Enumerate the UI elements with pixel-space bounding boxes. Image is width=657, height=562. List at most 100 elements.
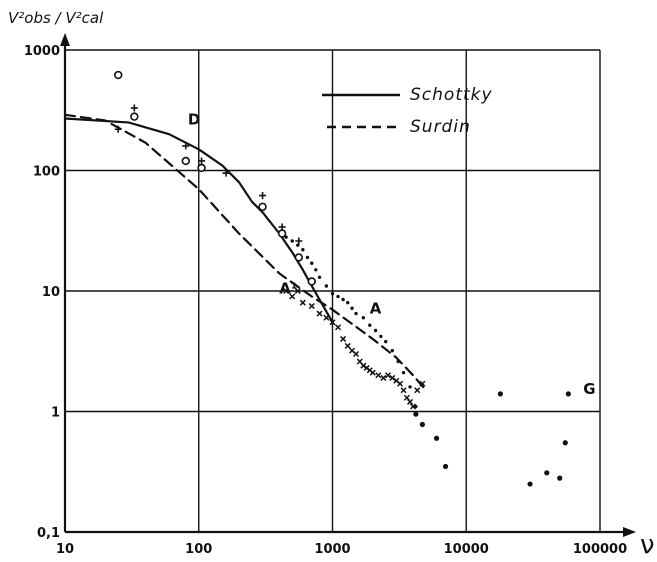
point-small-dot (396, 359, 400, 364)
point-dot (544, 470, 550, 476)
point-small-dot (350, 306, 354, 310)
annotation-label: A (370, 300, 382, 318)
y-tick-label: 100 (33, 165, 60, 180)
point-cross (419, 380, 426, 387)
point-small-dot (301, 248, 305, 252)
point-cross (283, 287, 290, 295)
x-tick-label: 1000 (314, 542, 350, 557)
point-cross (360, 362, 367, 369)
point-plus (130, 104, 138, 112)
point-small-dot (373, 328, 378, 333)
x-tick-label: 100000 (573, 542, 627, 557)
point-small-dot (341, 297, 345, 302)
y-tick-labels: 1000 100 10 1 0,1 (24, 44, 60, 541)
point-cross (323, 314, 330, 321)
point-small-dot (336, 294, 340, 299)
x-tick-label: 100 (185, 542, 212, 557)
x-tick-label: 10 (56, 542, 74, 557)
point-small-dot (361, 316, 366, 320)
point-plus (114, 125, 122, 133)
point-small-dot (368, 323, 372, 327)
point-cross (353, 350, 360, 358)
point-small-dot (408, 385, 412, 389)
point-cross (308, 303, 315, 310)
point-dot (413, 411, 419, 417)
point-dot (433, 435, 440, 441)
point-small-dot (296, 243, 300, 247)
point-small-dot (317, 275, 322, 279)
point-dot (527, 481, 533, 487)
x-axis-label: ν (640, 530, 655, 560)
point-plus (295, 237, 303, 245)
point-plus (222, 169, 230, 177)
x-axis-arrow (623, 527, 636, 537)
point-cross (294, 287, 301, 295)
point-circle (294, 253, 304, 262)
y-tick-label: 0,1 (37, 526, 60, 541)
data-points (114, 70, 571, 487)
annotations: D A¹ A G (188, 111, 596, 398)
y-tick-label: 10 (42, 285, 60, 300)
point-circle (181, 156, 190, 166)
point-small-dot (290, 239, 294, 243)
point-cross (400, 387, 407, 394)
y-tick-label: 1000 (24, 44, 60, 59)
point-dot (557, 475, 563, 481)
y-axis-label: V²obs / V²cal (8, 9, 104, 27)
point-dot (565, 391, 571, 397)
y-axis-arrow (60, 33, 70, 46)
point-cross (340, 335, 347, 342)
point-small-dot (414, 404, 418, 409)
point-cross (407, 398, 414, 405)
annotation-label: G (583, 380, 595, 398)
point-small-dot (346, 300, 350, 305)
legend-label-surdin: Surdin (410, 117, 471, 137)
point-cross (299, 299, 306, 306)
legend-label-schottky: Schottky (410, 85, 493, 105)
point-small-dot (390, 348, 395, 353)
point-cross (389, 374, 396, 381)
point-small-dot (384, 339, 388, 344)
annotation-label: A¹ (279, 280, 297, 298)
annotation-label: D (188, 111, 200, 129)
point-cross (397, 380, 404, 387)
point-circle (197, 163, 206, 173)
point-plus (278, 223, 286, 231)
point-circle (130, 112, 139, 121)
y-tick-label: 1 (51, 406, 60, 421)
point-dot (442, 463, 449, 470)
point-circle (114, 70, 123, 80)
point-cross (375, 372, 382, 379)
x-tick-label: 10000 (444, 542, 489, 557)
legend: Schottky Surdin (322, 85, 493, 137)
point-cross (380, 374, 387, 381)
point-circle (307, 277, 316, 286)
axes (60, 33, 636, 537)
point-cross (316, 310, 323, 317)
point-small-dot (305, 255, 310, 260)
point-small-dot (314, 268, 318, 272)
point-cross (409, 403, 417, 410)
point-circle (258, 202, 267, 211)
point-small-dot (284, 235, 288, 239)
point-cross (335, 324, 342, 331)
point-small-dot (379, 334, 383, 339)
point-cross (344, 342, 351, 349)
x-tick-labels: 10 100 1000 10000 100000 (56, 542, 627, 557)
point-small-dot (330, 291, 335, 296)
point-plus (182, 142, 190, 150)
point-small-dot (324, 284, 329, 288)
series-lines (63, 113, 428, 392)
point-small-dot (354, 311, 358, 316)
series-line-surdin (63, 113, 428, 392)
point-small-dot (310, 261, 314, 265)
point-cross (369, 369, 376, 376)
point-cross (414, 387, 421, 394)
point-small-dot (401, 370, 406, 375)
point-cross (384, 372, 392, 379)
point-plus (198, 157, 206, 165)
point-dot (562, 440, 568, 446)
point-circle (277, 229, 287, 238)
point-dot (419, 421, 425, 428)
grid-lines (65, 49, 601, 532)
